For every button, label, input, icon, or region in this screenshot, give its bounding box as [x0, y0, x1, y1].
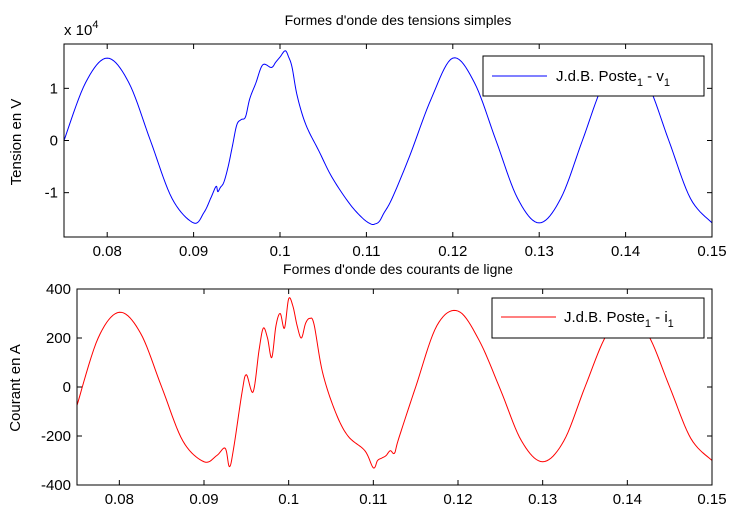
top-plot-area: 0.08 0.09 0.1 0.11 0.12 0.13 0.14 0.15 -1 0 1 J.d… — [45, 43, 727, 260]
bottom-legend-sep: - i — [651, 309, 668, 326]
top-x-tick-label: 0.12 — [438, 243, 467, 260]
bottom-y-tick-label: 200 — [46, 330, 71, 347]
bottom-x-tick-label: 0.14 — [613, 491, 642, 506]
bottom-x-tick-label: 0.13 — [528, 491, 557, 506]
bottom-y-tick-label: 0 — [63, 379, 71, 396]
top-series-line — [64, 50, 712, 226]
bottom-legend-box — [491, 297, 705, 339]
top-x-tick-label: 0.15 — [697, 243, 726, 260]
bottom-y-tick-label: -200 — [41, 428, 71, 445]
top-x-tick-label: 0.11 — [352, 243, 380, 260]
top-legend-sub1: 1 — [637, 77, 643, 89]
bottom-x-tick-label: 0.1 — [278, 491, 299, 506]
top-x-tick-label: 0.08 — [93, 243, 122, 260]
bottom-y-tick-label: 400 — [46, 281, 71, 298]
bottom-legend-main: J.d.B. Poste — [564, 309, 645, 326]
bottom-x-tick-label: 0.11 — [359, 491, 387, 506]
bottom-y-axis-label: Courant en A — [7, 344, 24, 432]
top-y-tick-label: -1 — [45, 185, 58, 202]
bottom-legend-sub1: 1 — [645, 318, 651, 330]
top-legend-sub2: 1 — [664, 77, 670, 89]
bottom-series-line — [77, 297, 712, 469]
bottom-x-tick-label: 0.12 — [443, 491, 472, 506]
top-legend: J.d.B. Poste1 - v1 — [482, 55, 705, 97]
top-legend-main: J.d.B. Poste — [556, 68, 637, 85]
top-y-exponent-label: x 104 — [64, 19, 98, 39]
top-x-tick-label: 0.09 — [179, 243, 208, 260]
top-chart-title: Formes d'onde des tensions simples — [285, 12, 512, 28]
bottom-plot-area: 0.08 0.09 0.1 0.11 0.12 0.13 0.14 0.15 -400 -200… — [41, 281, 727, 506]
bottom-chart-title: Formes d'onde des courants de ligne — [283, 261, 513, 277]
top-x-tick-label: 0.13 — [525, 243, 554, 260]
bottom-x-ticks: 0.08 0.09 0.1 0.11 0.12 0.13 0.14 0.15 — [105, 289, 727, 506]
top-legend-sep: - v — [643, 68, 664, 85]
top-x-tick-label: 0.1 — [270, 243, 291, 260]
top-y-tick-label: 0 — [50, 133, 58, 150]
bottom-legend: J.d.B. Poste1 - i1 — [491, 297, 705, 339]
top-y-axis-label: Tension en V — [8, 99, 25, 186]
bottom-legend-label: J.d.B. Poste1 - i1 — [564, 309, 674, 330]
top-y-tick-label: 1 — [50, 80, 58, 97]
bottom-x-tick-label: 0.15 — [697, 491, 726, 506]
bottom-x-tick-label: 0.09 — [189, 491, 218, 506]
bottom-y-ticks: -400 -200 0 200 400 — [41, 281, 712, 494]
bottom-x-tick-label: 0.08 — [105, 491, 134, 506]
top-y-exponent-power: 4 — [92, 19, 98, 31]
top-legend-label: J.d.B. Poste1 - v1 — [556, 68, 670, 89]
top-y-exponent-base: x 10 — [64, 22, 92, 39]
bottom-y-tick-label: -400 — [41, 477, 71, 494]
top-x-ticks: 0.08 0.09 0.1 0.11 0.12 0.13 0.14 0.15 — [93, 44, 727, 260]
top-y-ticks: -1 0 1 — [45, 80, 712, 202]
top-x-tick-label: 0.14 — [611, 243, 640, 260]
bottom-legend-sub2: 1 — [668, 318, 674, 330]
